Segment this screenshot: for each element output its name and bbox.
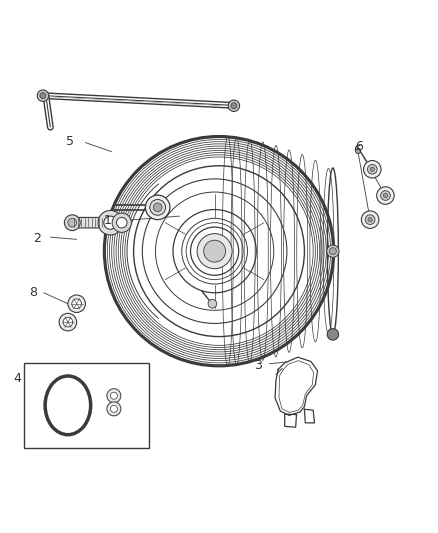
- Circle shape: [110, 392, 117, 399]
- Circle shape: [104, 216, 117, 229]
- Circle shape: [59, 313, 77, 331]
- Circle shape: [231, 103, 237, 109]
- Circle shape: [68, 295, 85, 312]
- Circle shape: [368, 217, 372, 222]
- Circle shape: [197, 233, 232, 269]
- Circle shape: [37, 90, 49, 101]
- Circle shape: [107, 402, 121, 416]
- Circle shape: [112, 213, 131, 232]
- Circle shape: [98, 211, 123, 235]
- Circle shape: [204, 240, 226, 262]
- Circle shape: [228, 100, 240, 111]
- FancyBboxPatch shape: [71, 217, 104, 228]
- Circle shape: [72, 299, 81, 309]
- Circle shape: [110, 405, 117, 413]
- Circle shape: [367, 165, 377, 174]
- Circle shape: [68, 219, 77, 227]
- Text: 2: 2: [33, 231, 41, 245]
- Circle shape: [377, 187, 394, 204]
- Text: 6: 6: [353, 144, 361, 157]
- Circle shape: [370, 167, 374, 172]
- Ellipse shape: [45, 376, 91, 435]
- Bar: [24, 363, 149, 448]
- Circle shape: [40, 93, 46, 99]
- Circle shape: [365, 215, 375, 224]
- Text: 1: 1: [103, 214, 111, 227]
- Text: 4: 4: [14, 372, 21, 385]
- Circle shape: [63, 317, 73, 327]
- Circle shape: [329, 248, 336, 255]
- Text: 3: 3: [254, 359, 262, 372]
- Circle shape: [117, 217, 127, 228]
- Circle shape: [361, 211, 379, 229]
- Circle shape: [145, 195, 170, 220]
- Circle shape: [150, 199, 166, 215]
- Circle shape: [208, 300, 217, 308]
- Circle shape: [107, 389, 121, 403]
- Text: 5: 5: [66, 135, 74, 148]
- Circle shape: [64, 215, 80, 231]
- Circle shape: [327, 245, 339, 257]
- Circle shape: [327, 329, 339, 340]
- Circle shape: [153, 203, 162, 212]
- Circle shape: [381, 191, 390, 200]
- Text: 6: 6: [355, 140, 363, 152]
- Circle shape: [383, 193, 388, 198]
- Text: 8: 8: [29, 286, 37, 300]
- Circle shape: [364, 160, 381, 178]
